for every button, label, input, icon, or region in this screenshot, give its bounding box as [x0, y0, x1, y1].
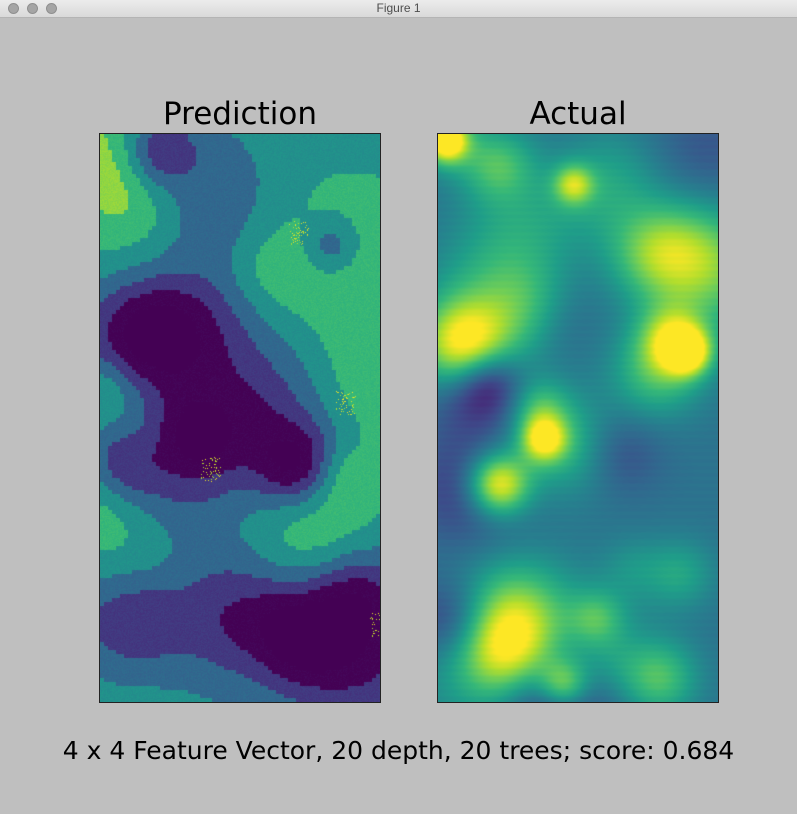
- figure-caption: 4 x 4 Feature Vector, 20 depth, 20 trees…: [62, 736, 735, 765]
- minimize-window-icon[interactable]: [27, 3, 38, 14]
- actual-heatmap: [437, 133, 719, 703]
- prediction-heatmap-canvas: [100, 134, 380, 702]
- close-window-icon[interactable]: [8, 3, 19, 14]
- actual-heatmap-canvas: [438, 134, 718, 702]
- zoom-window-icon[interactable]: [46, 3, 57, 14]
- actual-title: Actual: [529, 96, 627, 132]
- window-titlebar: Figure 1: [0, 0, 797, 18]
- window-title: Figure 1: [376, 1, 421, 15]
- prediction-title: Prediction: [162, 96, 317, 132]
- prediction-heatmap: [99, 133, 381, 703]
